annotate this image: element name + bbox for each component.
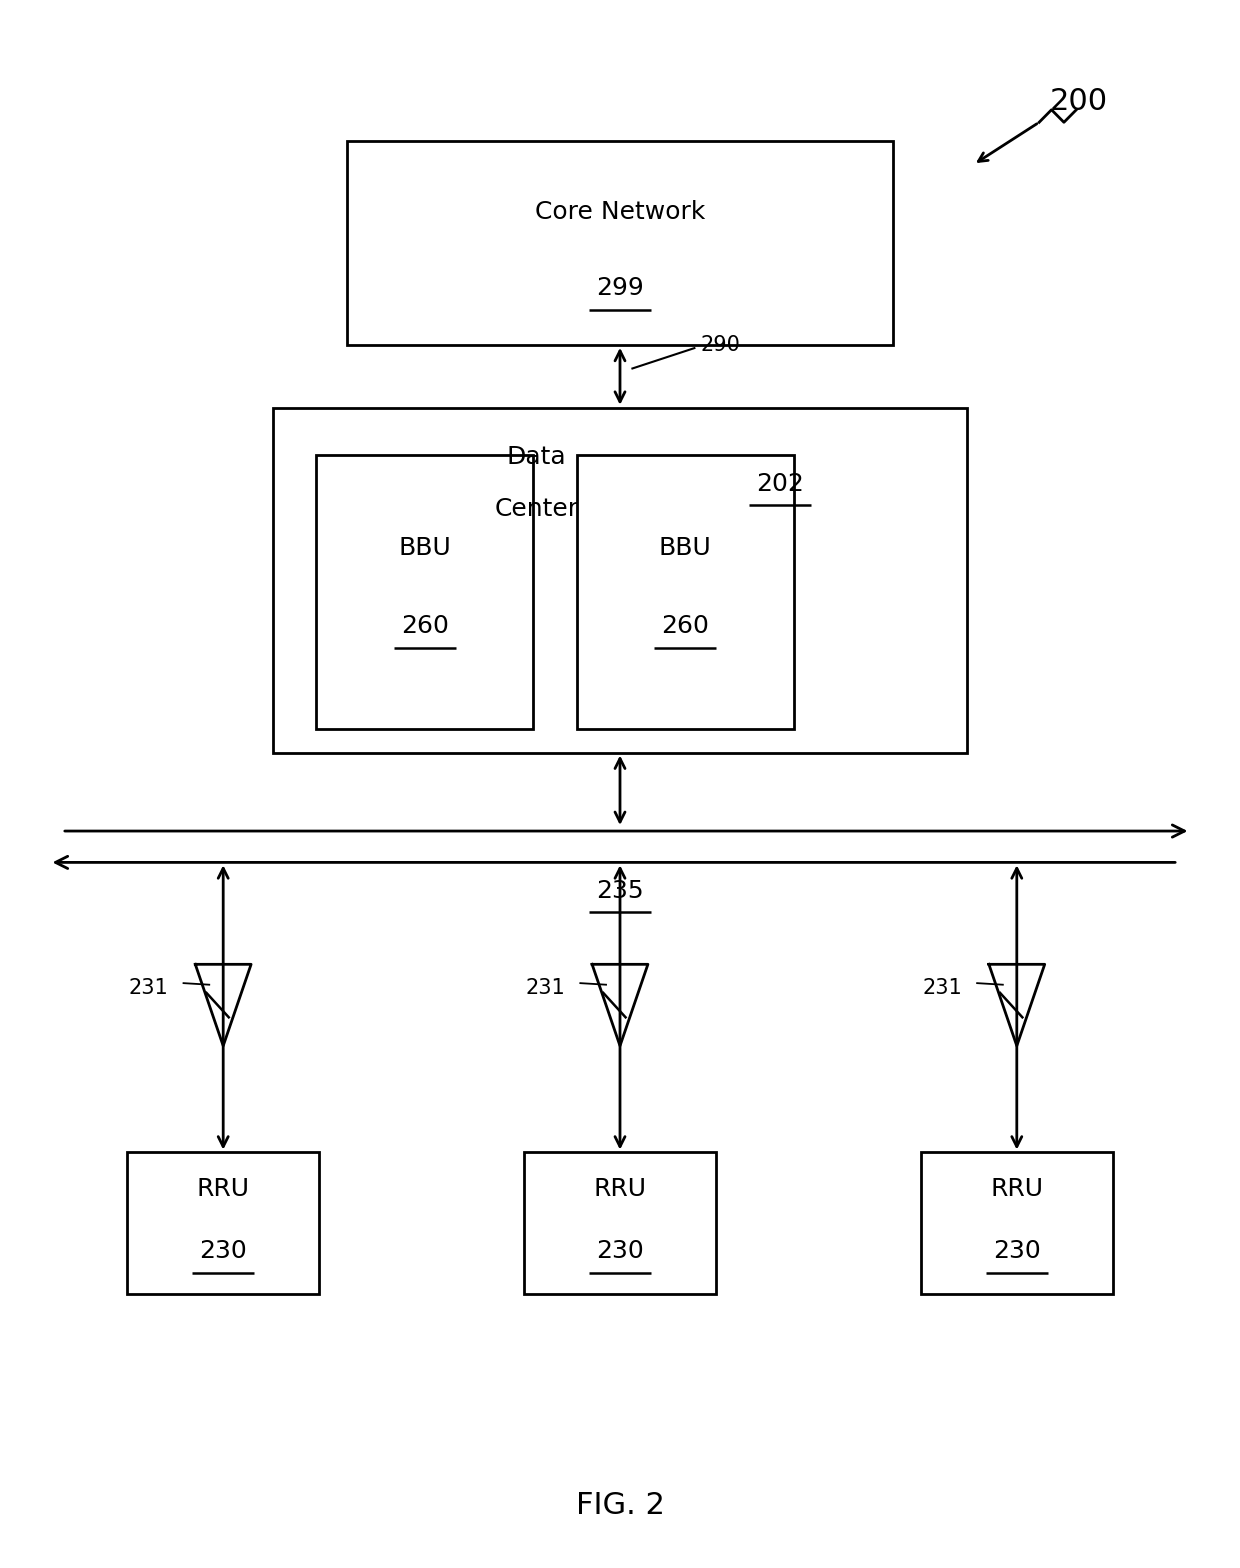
FancyBboxPatch shape <box>126 1152 320 1294</box>
Text: 260: 260 <box>661 615 709 638</box>
Text: RRU: RRU <box>197 1176 249 1201</box>
FancyBboxPatch shape <box>347 141 893 345</box>
Text: BBU: BBU <box>658 536 712 560</box>
FancyBboxPatch shape <box>273 408 967 753</box>
Text: 200: 200 <box>1050 88 1107 116</box>
FancyBboxPatch shape <box>920 1152 1112 1294</box>
Text: BBU: BBU <box>398 536 451 560</box>
Text: 202: 202 <box>755 472 804 495</box>
Text: 230: 230 <box>200 1239 247 1264</box>
FancyBboxPatch shape <box>316 455 533 729</box>
Text: 290: 290 <box>701 336 740 354</box>
Text: Data: Data <box>507 445 567 469</box>
Text: 230: 230 <box>596 1239 644 1264</box>
Text: 231: 231 <box>526 978 565 997</box>
Text: 230: 230 <box>993 1239 1040 1264</box>
FancyBboxPatch shape <box>523 1152 717 1294</box>
Text: 299: 299 <box>596 276 644 299</box>
Text: 231: 231 <box>129 978 169 997</box>
Text: 231: 231 <box>923 978 962 997</box>
Text: Core Network: Core Network <box>534 201 706 224</box>
FancyBboxPatch shape <box>577 455 794 729</box>
Text: 260: 260 <box>401 615 449 638</box>
Text: Center: Center <box>495 497 579 521</box>
Text: RRU: RRU <box>991 1176 1043 1201</box>
Text: 235: 235 <box>596 878 644 903</box>
Text: RRU: RRU <box>594 1176 646 1201</box>
Text: FIG. 2: FIG. 2 <box>575 1491 665 1519</box>
